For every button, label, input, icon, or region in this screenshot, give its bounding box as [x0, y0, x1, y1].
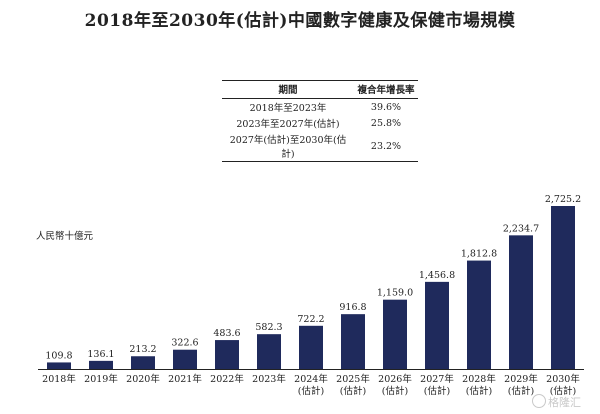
bar — [131, 356, 155, 369]
bar — [509, 235, 533, 369]
cagr-row: 2018年至2023年 39.6% — [222, 99, 418, 116]
cagr-header-rate: 複合年增長率 — [354, 80, 418, 99]
bar — [551, 206, 575, 369]
cagr-row: 2027年(估計)至2030年(估計) 23.2% — [222, 131, 418, 162]
cagr-rate: 23.2% — [354, 131, 418, 162]
bar-value-label: 483.6 — [213, 328, 240, 339]
cagr-row: 2023年至2027年(估計) 25.8% — [222, 115, 418, 131]
x-tick-label: 2028年 — [462, 373, 496, 385]
cagr-rate: 39.6% — [370, 101, 402, 113]
bar — [467, 260, 491, 369]
cagr-table: 期間 複合年增長率 2018年至2023年 39.6% 2023年至2027年(… — [222, 80, 418, 162]
bar — [299, 325, 323, 369]
x-tick-label: 2023年 — [252, 373, 286, 385]
bar — [173, 349, 197, 369]
x-tick-label: (估計) — [466, 385, 492, 397]
x-tick-label: (估計) — [340, 385, 366, 397]
watermark-logo-icon — [532, 394, 546, 408]
x-tick-label: 2024年 — [294, 373, 328, 385]
bar-value-label: 1,159.0 — [377, 288, 413, 299]
bar-value-label: 2,234.7 — [503, 223, 539, 234]
cagr-header-period: 期間 — [222, 80, 354, 99]
bar — [257, 334, 281, 369]
bar — [425, 281, 449, 369]
x-tick-label: 2021年 — [168, 373, 202, 385]
x-tick-label: 2022年 — [210, 373, 244, 385]
x-tick-label: 2020年 — [126, 373, 160, 385]
x-tick-label: 2026年 — [378, 373, 412, 385]
cagr-rate: 25.8% — [370, 117, 402, 129]
cagr-period: 2023年至2027年(估計) — [236, 119, 340, 130]
bar-value-label: 582.3 — [255, 322, 282, 333]
cagr-header-row: 期間 複合年增長率 — [222, 80, 418, 99]
x-tick-label: (估計) — [382, 385, 408, 397]
x-tick-label: (估計) — [550, 385, 576, 397]
watermark: 格隆汇 — [532, 394, 581, 410]
unit-label: 人民幣十億元 — [36, 231, 94, 242]
x-tick-label: 2029年 — [504, 373, 538, 385]
bar — [89, 360, 113, 369]
bar — [341, 314, 365, 369]
x-tick-label: (估計) — [424, 385, 450, 397]
bar-value-label: 1,456.8 — [419, 270, 455, 281]
x-tick-label: 2018年 — [42, 373, 76, 385]
x-tick-label: 2027年 — [420, 373, 454, 385]
bar-value-label: 213.2 — [129, 344, 156, 355]
bar-value-label: 2,725.2 — [545, 194, 581, 205]
bar-value-label: 322.6 — [171, 338, 198, 349]
bar-value-label: 136.1 — [87, 349, 114, 360]
cagr-period: 2018年至2023年 — [249, 103, 327, 114]
cagr-period: 2027年(估計)至2030年(估計) — [222, 131, 354, 162]
bar — [383, 299, 407, 369]
x-tick-label: 2025年 — [336, 373, 370, 385]
bar-value-label: 722.2 — [297, 314, 324, 325]
x-tick-label: 2030年 — [546, 373, 580, 385]
watermark-text: 格隆汇 — [548, 396, 581, 409]
bar-value-label: 109.8 — [45, 350, 72, 361]
bar — [47, 362, 71, 369]
x-tick-label: 2019年 — [84, 373, 118, 385]
bar-value-label: 916.8 — [339, 302, 366, 313]
x-tick-label: (估計) — [298, 385, 324, 397]
chart-title: 2018年至2030年(估計)中國數字健康及保健市場規模 — [84, 11, 516, 31]
bar-value-label: 1,812.8 — [461, 249, 497, 260]
x-tick-label: (估計) — [508, 385, 534, 397]
bar — [215, 340, 239, 369]
